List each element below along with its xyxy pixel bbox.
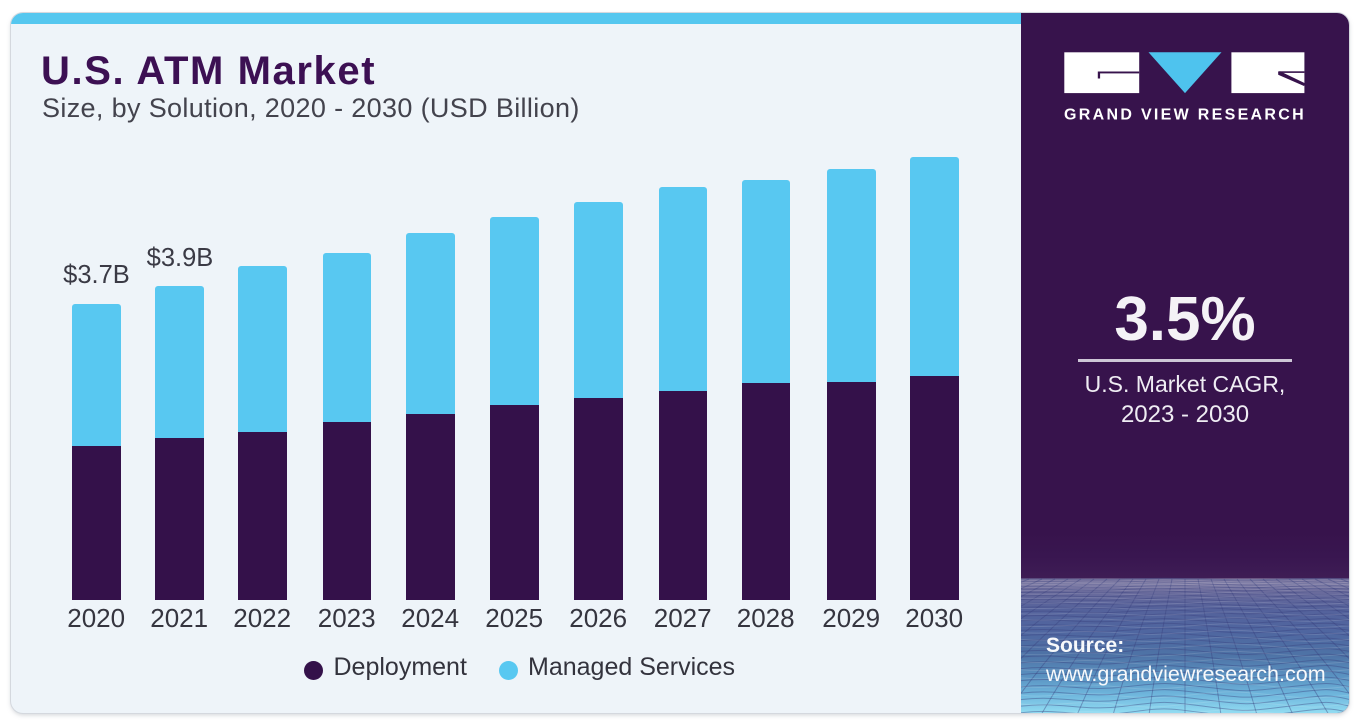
svg-text:GRAND VIEW RESEARCH: GRAND VIEW RESEARCH [1064, 107, 1306, 124]
